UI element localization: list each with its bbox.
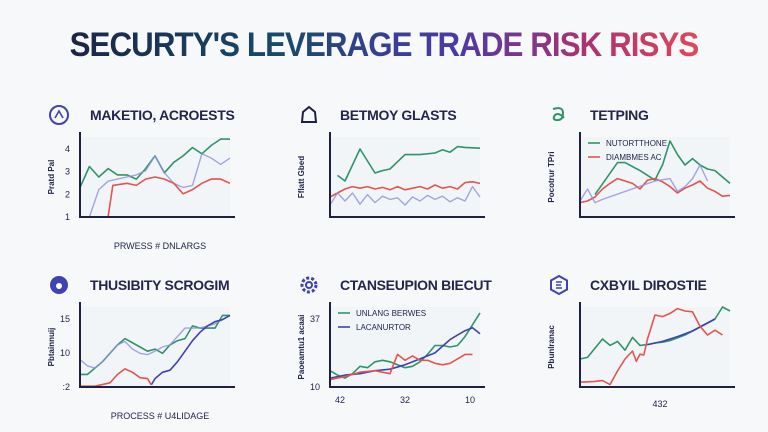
chart-panel: MAKETIO, ACROESTS Pratd Pal 1 2 3 4 PRWESS # D… [30, 95, 270, 260]
chart-panel: THUSIBITY SCROGIM Pbtainnuij :2 10 15 PROCESS… [30, 265, 270, 430]
legend-label: NUTORTTHONE [606, 139, 667, 148]
chart-title: BETMOY GLASTS [340, 107, 457, 123]
x-axis-label: PROCESS # U4LIDAGE [111, 411, 210, 421]
series-line-red [107, 176, 231, 218]
y-tick-label: 10 [310, 382, 320, 392]
series-line-red [80, 368, 152, 387]
y-tick-label: 3 [65, 167, 70, 177]
network-circle-icon [49, 105, 69, 125]
chart-title: TETPING [590, 107, 649, 123]
series-line-green [329, 312, 481, 379]
y-axis-label: Pbtainnuij [47, 328, 56, 367]
y-axis-label: Pbunlranac [547, 325, 556, 369]
hexagon-icon [550, 274, 568, 296]
page-title: SECURTY'S LEVERAGE TRADE RISK RISYS [31, 26, 738, 65]
series-line-red [329, 181, 481, 198]
series-line-red [579, 177, 731, 204]
y-axis-label: Fflatt Gbed [297, 156, 306, 198]
line-chart: Pratd Pal 1 2 3 4 PRWESS # DNLARGS [47, 132, 235, 251]
chart-title: CXBYIL DIROSTIE [590, 277, 707, 293]
legend-label: UNLANG BERWES [356, 309, 426, 318]
series-line-navy [647, 318, 716, 346]
x-tick-label: 32 [400, 395, 410, 405]
swirl-icon [552, 107, 565, 122]
y-tick-label: 1 [65, 212, 70, 222]
line-chart: Paoeamtu1 acaai 10 37 42 32 10 UNLANG BERWES LA… [297, 302, 485, 405]
legend-label: LACANURTOR [356, 323, 411, 332]
chart-panel: BETMOY GLASTS Fflatt Gbed [280, 95, 520, 260]
y-axis-label: Paoeamtu1 acaai [297, 315, 306, 380]
series-line-blue [579, 164, 709, 204]
y-tick-label: 37 [310, 314, 320, 324]
x-tick-label: 42 [335, 395, 345, 405]
line-chart: Pbtainnuij :2 10 15 PROCESS # U4LIDAGE [47, 302, 235, 421]
series-line-green [594, 140, 731, 196]
chart-title: CTANSEUPION BIECUT [340, 277, 492, 293]
line-chart: Pocotrur TPri NUTORTTHONE DIAMBMES AC [547, 132, 735, 218]
gear-icon [300, 276, 318, 294]
y-axis-label: Pocotrur TPri [547, 151, 556, 202]
axes [79, 132, 235, 218]
axes [579, 132, 735, 218]
series-line-green [337, 145, 481, 182]
y-tick-label: 15 [60, 314, 70, 324]
series-line-blue [79, 314, 231, 369]
axes [329, 302, 485, 388]
y-tick-label: 10 [60, 348, 70, 358]
x-axis-label: PRWESS # DNLARGS [114, 241, 206, 251]
series-line-navy [150, 314, 231, 386]
series-line-navy [329, 326, 481, 379]
chart-panel: CTANSEUPION BIECUT Paoeamtu1 acaai 10 37 42 3… [280, 265, 520, 430]
y-tick-label: 4 [65, 144, 70, 154]
x-tick-label: 10 [465, 395, 475, 405]
line-chart: Fflatt Gbed [297, 132, 485, 218]
bell-icon [300, 105, 318, 123]
legend-label: DIAMBMES AC [606, 153, 662, 162]
series-line-blue [329, 185, 481, 206]
chart-title: THUSIBITY SCROGIM [90, 277, 230, 293]
axes [579, 302, 735, 388]
chart-title: MAKETIO, ACROESTS [90, 107, 235, 123]
axes [329, 132, 485, 218]
y-tick-label: :2 [62, 382, 70, 392]
series-line-red [329, 353, 473, 381]
chart-panel: TETPING Pocotrur TPri NUTORTTHONE DIAMBMES … [530, 95, 768, 260]
y-tick-label: 2 [65, 189, 70, 199]
series-line-blue [88, 153, 231, 218]
line-chart: Pbunlranac 432 [547, 302, 735, 409]
axes [79, 302, 235, 388]
series-line-red [579, 307, 723, 386]
chart-panel: CXBYIL DIROSTIE Pbunlranac 432 [530, 265, 768, 430]
y-axis-label: Pratd Pal [47, 160, 56, 195]
x-axis-label: 432 [652, 399, 667, 409]
clock-icon [50, 276, 68, 294]
